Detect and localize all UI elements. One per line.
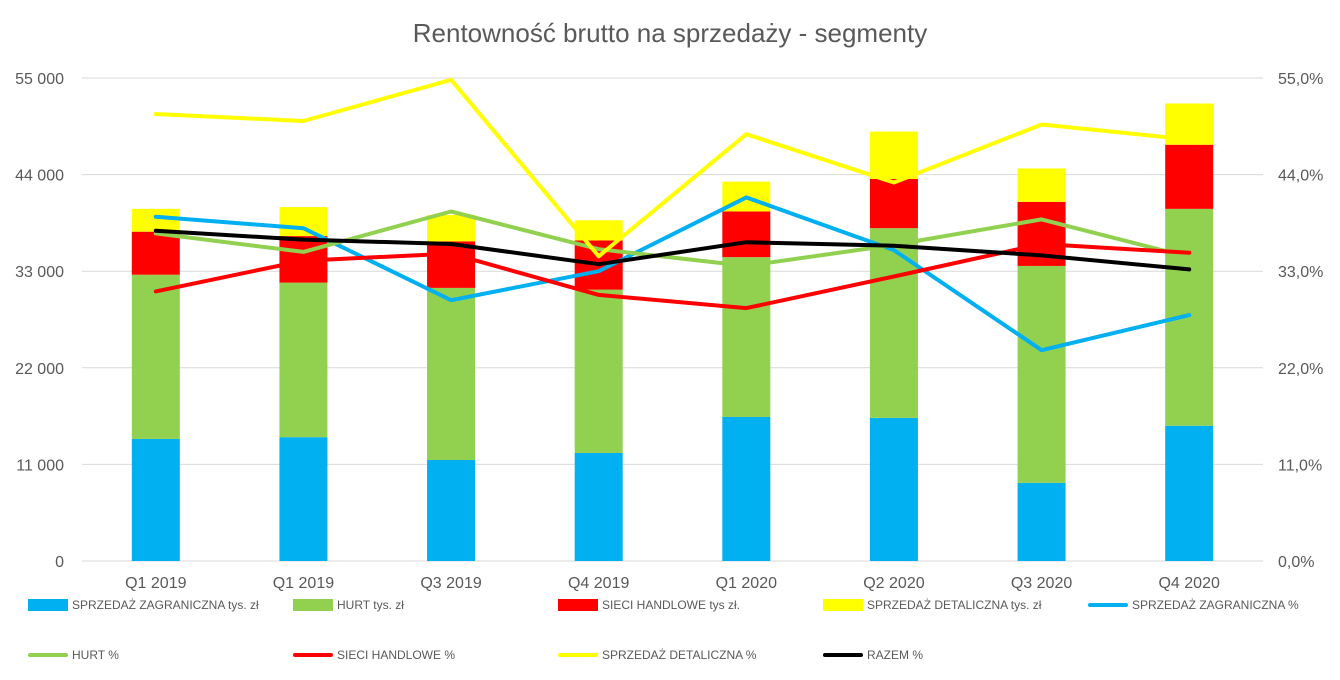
legend-item: SPRZEDAŻ DETALICZNA tys. zł (823, 598, 1041, 612)
x-tick-label: Q3 2019 (420, 575, 481, 592)
series-line (153, 77, 1192, 259)
bar-segment (279, 437, 328, 561)
legend-swatch (28, 653, 68, 657)
bar-segment (131, 231, 180, 275)
x-tick-label: Q1 2019 (273, 575, 334, 592)
bar-segment (1165, 144, 1214, 209)
y-left-tick-label: 33 000 (15, 264, 64, 281)
legend-item: HURT % (28, 648, 119, 662)
legend-item: RAZEM % (823, 648, 923, 662)
legend-item: HURT tys. zł (293, 598, 404, 612)
x-tick-label: Q3 2020 (1011, 575, 1072, 592)
bar-segment (574, 220, 623, 241)
series-line (153, 209, 1192, 268)
y-left-tick-label: 0 (55, 554, 64, 571)
bar-segment (722, 257, 771, 417)
y-right-tick-label: 33,0% (1278, 264, 1323, 281)
legend-label: SPRZEDAŻ DETALICZNA % (602, 648, 757, 662)
y-right-tick-label: 44,0% (1278, 168, 1323, 185)
bar-segment (574, 289, 623, 453)
bar-segment (279, 282, 328, 438)
legend-swatch (823, 599, 863, 611)
x-tick-label: Q4 2019 (568, 575, 629, 592)
legend-item: SPRZEDAŻ DETALICZNA % (558, 648, 756, 662)
legend-item: SIECI HANDLOWE tys zł. (558, 598, 740, 612)
legend-label: SPRZEDAŻ ZAGRANICZNA tys. zł (72, 598, 259, 612)
series-line (153, 228, 1192, 272)
bar-segment (279, 207, 328, 237)
legend-swatch (1088, 603, 1128, 607)
bar-segment (1017, 482, 1066, 561)
series-line (153, 242, 1192, 311)
y-left-tick-label: 44 000 (15, 168, 64, 185)
chart-title: Rentowność brutto na sprzedaży - segment… (412, 18, 928, 48)
bar-segment (1017, 168, 1066, 202)
y-left-tick-label: 55 000 (15, 71, 64, 88)
bar-segment (427, 214, 476, 242)
bar-segment (427, 287, 476, 461)
legend-label: SPRZEDAŻ DETALICZNA tys. zł (867, 598, 1042, 612)
legend-label: RAZEM % (867, 648, 924, 662)
bar-segment (869, 131, 918, 179)
y-right-tick-label: 0,0% (1278, 554, 1314, 571)
bar-segment (1017, 265, 1066, 483)
bar-segment (722, 211, 771, 258)
legend-label: HURT % (72, 648, 119, 662)
chart-legend: SPRZEDAŻ ZAGRANICZNA tys. zł HURT tys. zł… (0, 592, 1340, 672)
bar-segment (131, 274, 180, 439)
x-tick-label: Q2 2020 (863, 575, 924, 592)
y-right-tick-label: 55,0% (1278, 71, 1323, 88)
bar-segment (869, 178, 918, 229)
legend-item: SPRZEDAŻ ZAGRANICZNA % (1088, 598, 1299, 612)
bar-segment (722, 416, 771, 561)
y-right-tick-label: 11,0% (1278, 457, 1322, 474)
legend-label: SIECI HANDLOWE tys zł. (602, 598, 741, 612)
bar-segment (869, 228, 918, 418)
bar-segment (427, 460, 476, 561)
legend-swatch (28, 599, 68, 611)
legend-item: SIECI HANDLOWE % (293, 648, 455, 662)
bar-segment (1165, 425, 1214, 561)
bar-segment (869, 417, 918, 561)
legend-swatch (558, 653, 598, 657)
chart-plot: 0 11 000 22 000 33 000 44 000 55 000 0,0% 11,0%… (15, 71, 1323, 592)
legend-swatch (293, 599, 333, 611)
y-right-tick-label: 22,0% (1278, 361, 1323, 378)
y-left-tick-label: 22 000 (15, 361, 64, 378)
x-tick-label: Q1 2020 (716, 575, 777, 592)
y-left-tick-label: 11 000 (16, 457, 64, 474)
legend-swatch (558, 599, 598, 611)
legend-swatch (823, 653, 863, 657)
legend-item: SPRZEDAŻ ZAGRANICZNA tys. zł (28, 598, 259, 612)
legend-label: HURT tys. zł (337, 598, 404, 612)
legend-label: SIECI HANDLOWE % (337, 648, 456, 662)
legend-swatch (293, 653, 333, 657)
bar-segment (574, 452, 623, 561)
bar-segment (131, 438, 180, 561)
legend-label: SPRZEDAŻ ZAGRANICZNA % (1132, 598, 1299, 612)
bar-segment (131, 208, 180, 232)
bar-segment (427, 241, 476, 288)
x-tick-label: Q4 2020 (1158, 575, 1219, 592)
x-tick-label: Q1 2019 (125, 575, 186, 592)
